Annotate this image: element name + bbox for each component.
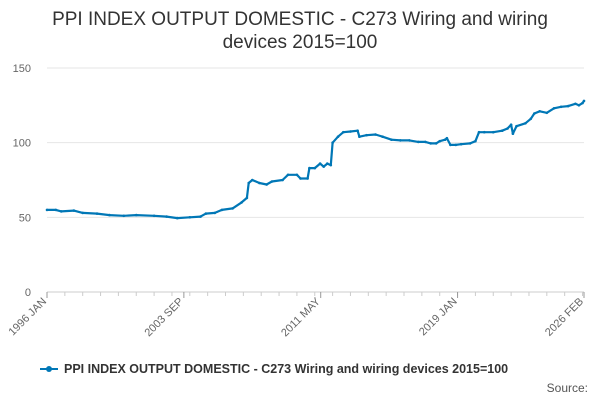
x-tick-label: 2019 JAN (417, 296, 460, 339)
data-point (445, 136, 449, 140)
data-point (356, 129, 359, 132)
data-point (54, 208, 58, 212)
data-point (251, 178, 254, 182)
data-point (265, 183, 268, 186)
data-point (165, 215, 168, 218)
data-point (176, 216, 179, 220)
data-point (286, 173, 290, 177)
data-point (81, 211, 84, 215)
data-point (308, 166, 311, 170)
data-point (213, 211, 217, 215)
data-point (342, 130, 345, 134)
data-point (336, 135, 340, 138)
chart-title-line-1: PPI INDEX OUTPUT DOMESTIC - C273 Wiring … (52, 9, 548, 30)
data-point (295, 173, 299, 177)
data-point (566, 104, 570, 108)
data-point (60, 210, 63, 213)
data-point (313, 166, 317, 170)
data-point (434, 142, 438, 145)
data-point (515, 124, 518, 128)
data-point (538, 110, 541, 113)
y-tick-label: 0 (25, 287, 31, 299)
y-tick-label: 150 (13, 63, 31, 75)
data-point (443, 138, 447, 141)
data-point (365, 133, 368, 137)
data-point (281, 178, 284, 182)
data-point (552, 107, 556, 110)
data-point (559, 105, 563, 109)
data-point (524, 122, 527, 125)
data-point (108, 213, 111, 217)
data-point (95, 212, 99, 215)
data-point (399, 139, 402, 142)
data-point (326, 162, 329, 165)
data-point (500, 129, 504, 132)
data-point (582, 99, 586, 103)
y-tick-label: 50 (19, 212, 31, 224)
data-point (331, 141, 334, 144)
data-point (188, 216, 192, 219)
data-point (438, 139, 442, 143)
data-point (240, 201, 243, 204)
data-point (220, 208, 224, 212)
data-point (424, 140, 427, 144)
data-point (417, 140, 420, 144)
data-point (429, 142, 433, 145)
legend-line-marker-icon (40, 364, 58, 374)
x-tick-label: 1996 JAN (6, 296, 49, 339)
data-point (299, 177, 302, 180)
y-tick-label: 100 (13, 138, 31, 150)
data-point (574, 102, 577, 106)
data-point (483, 130, 486, 134)
data-point (72, 209, 76, 212)
data-point (381, 135, 384, 138)
data-point (468, 142, 472, 145)
data-point (454, 143, 458, 147)
data-point (204, 212, 208, 215)
data-point (247, 181, 250, 185)
data-point (533, 112, 536, 115)
data-point (577, 104, 581, 107)
data-point (374, 133, 377, 136)
data-point (318, 162, 322, 165)
data-point (545, 111, 549, 115)
data-point (390, 138, 393, 141)
data-point (509, 123, 513, 126)
data-point (45, 208, 49, 212)
data-point (529, 117, 533, 121)
data-point (459, 142, 463, 146)
data-point (152, 214, 156, 218)
data-point (349, 130, 352, 133)
legend-label: PPI INDEX OUTPUT DOMESTIC - C273 Wiring … (64, 362, 509, 376)
data-point (477, 130, 481, 134)
data-point (408, 139, 411, 142)
x-tick-label: 2003 SEP (142, 296, 186, 340)
data-point (122, 214, 126, 218)
x-tick-label: 2011 MAY (279, 295, 323, 339)
data-point (581, 101, 584, 105)
chart-title-line-2: devices 2015=100 (222, 32, 378, 53)
legend-item[interactable]: PPI INDEX OUTPUT DOMESTIC - C273 Wiring … (40, 362, 508, 376)
data-point (231, 207, 234, 210)
series-line (45, 99, 586, 220)
data-point (492, 130, 495, 134)
data-point (322, 165, 326, 168)
data-point (511, 132, 515, 135)
data-point (329, 163, 333, 167)
data-point (474, 139, 477, 143)
chart-title: PPI INDEX OUTPUT DOMESTIC - C273 Wiring … (0, 8, 600, 54)
data-point (270, 180, 274, 183)
data-point (245, 196, 249, 200)
source-label: Source: (546, 381, 588, 395)
x-tick-label: 2026 FEB (543, 296, 586, 339)
data-point (506, 127, 509, 130)
data-point (258, 181, 261, 185)
data-point (199, 215, 202, 218)
data-point (306, 177, 309, 180)
data-point (358, 135, 361, 138)
data-point (135, 213, 138, 217)
data-point (449, 143, 452, 147)
